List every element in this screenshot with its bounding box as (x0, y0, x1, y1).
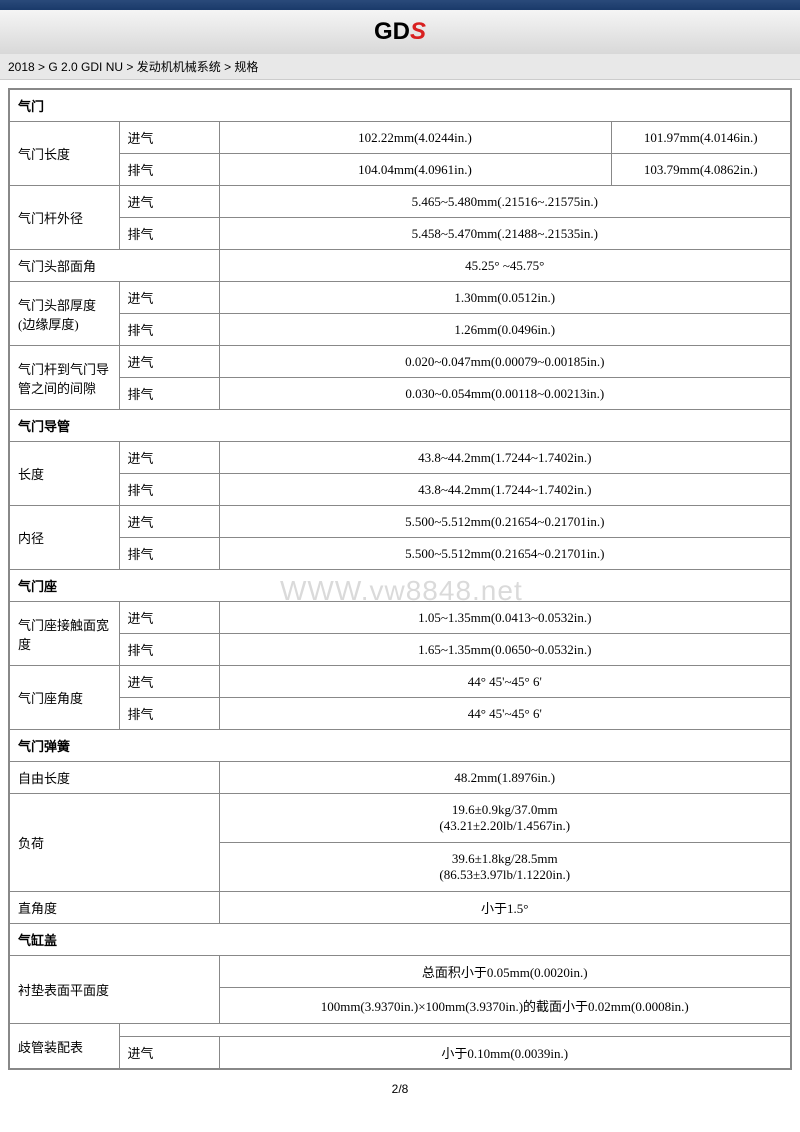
section-head-cover: 气缸盖 (9, 924, 791, 956)
cell-intake: 进气 (119, 602, 219, 634)
cell-value: 48.2mm(1.8976in.) (219, 762, 791, 794)
cell-intake: 进气 (119, 506, 219, 538)
spec-table-wrapper: 气门 气门长度 进气 102.22mm(4.0244in.) 101.97mm(… (0, 80, 800, 1078)
cell-value: 19.6±0.9kg/37.0mm (43.21±2.20lb/1.4567in… (219, 794, 791, 843)
row-manifold: 歧管装配表 (9, 1024, 119, 1070)
cell-exhaust: 排气 (119, 154, 219, 186)
row-guide-len: 长度 (9, 442, 119, 506)
cell-value: 39.6±1.8kg/28.5mm (86.53±3.97lb/1.1220in… (219, 843, 791, 892)
cell-exhaust: 排气 (119, 378, 219, 410)
section-valve: 气门 (9, 89, 791, 122)
cell-value: 101.97mm(4.0146in.) (611, 122, 791, 154)
cell-intake: 进气 (119, 346, 219, 378)
row-stem-guide-clearance: 气门杆到气门导管之间的间隙 (9, 346, 119, 410)
cell-intake: 进气 (119, 1037, 219, 1070)
row-face-angle: 气门头部面角 (9, 250, 219, 282)
cell-value: 43.8~44.2mm(1.7244~1.7402in.) (219, 474, 791, 506)
cell-value: 5.500~5.512mm(0.21654~0.21701in.) (219, 538, 791, 570)
row-seat-width: 气门座接触面宽度 (9, 602, 119, 666)
logo-bar: GDS (0, 10, 800, 54)
row-head-thick: 气门头部厚度 (边缘厚度) (9, 282, 119, 346)
cell-exhaust: 排气 (119, 314, 219, 346)
cell-value: 小于1.5° (219, 892, 791, 924)
cell-value: 104.04mm(4.0961in.) (219, 154, 611, 186)
cell-value: 100mm(3.9370in.)×100mm(3.9370in.)的截面小于0.… (219, 988, 791, 1024)
cell-intake: 进气 (119, 282, 219, 314)
cell-intake: 进气 (119, 666, 219, 698)
cell-value: 103.79mm(4.0862in.) (611, 154, 791, 186)
row-seat-angle: 气门座角度 (9, 666, 119, 730)
cell-value: 总面积小于0.05mm(0.0020in.) (219, 956, 791, 988)
spec-table: 气门 气门长度 进气 102.22mm(4.0244in.) 101.97mm(… (8, 88, 792, 1070)
cell-value: 44° 45'~45° 6' (219, 698, 791, 730)
section-guide: 气门导管 (9, 410, 791, 442)
cell-value: 102.22mm(4.0244in.) (219, 122, 611, 154)
row-guide-id: 内径 (9, 506, 119, 570)
cell-value: 44° 45'~45° 6' (219, 666, 791, 698)
cell-exhaust: 排气 (119, 218, 219, 250)
cell-exhaust: 排气 (119, 634, 219, 666)
cell-value: 小于0.10mm(0.0039in.) (219, 1037, 791, 1070)
gds-logo: GDS (374, 18, 426, 46)
cell-exhaust: 排气 (119, 698, 219, 730)
cell-value: 5.465~5.480mm(.21516~.21575in.) (219, 186, 791, 218)
page-number: 2/8 (0, 1078, 800, 1100)
cell-value: 45.25° ~45.75° (219, 250, 791, 282)
section-spring: 气门弹簧 (9, 730, 791, 762)
cell-value: 0.030~0.054mm(0.00118~0.00213in.) (219, 378, 791, 410)
cell-value: 5.500~5.512mm(0.21654~0.21701in.) (219, 506, 791, 538)
cell-exhaust: 排气 (119, 474, 219, 506)
breadcrumb: 2018 > G 2.0 GDI NU > 发动机机械系统 > 规格 (0, 54, 800, 80)
row-squareness: 直角度 (9, 892, 219, 924)
section-seat: 气门座 (9, 570, 791, 602)
cell-intake: 进气 (119, 442, 219, 474)
cell-exhaust: 排气 (119, 538, 219, 570)
cell-value: 5.458~5.470mm(.21488~.21535in.) (219, 218, 791, 250)
cell-value: 1.26mm(0.0496in.) (219, 314, 791, 346)
cell-intake: 进气 (119, 122, 219, 154)
cell-value: 0.020~0.047mm(0.00079~0.00185in.) (219, 346, 791, 378)
row-load: 负荷 (9, 794, 219, 892)
row-free-len: 自由长度 (9, 762, 219, 794)
row-gasket-flat: 衬垫表面平面度 (9, 956, 219, 1024)
cell-intake: 进气 (119, 186, 219, 218)
cell-value: 1.30mm(0.0512in.) (219, 282, 791, 314)
cell-value: 1.05~1.35mm(0.0413~0.0532in.) (219, 602, 791, 634)
row-valve-length: 气门长度 (9, 122, 119, 186)
row-stem-od: 气门杆外径 (9, 186, 119, 250)
cell-value: 43.8~44.2mm(1.7244~1.7402in.) (219, 442, 791, 474)
header-gradient-bar (0, 0, 800, 10)
cell-value: 1.65~1.35mm(0.0650~0.0532in.) (219, 634, 791, 666)
